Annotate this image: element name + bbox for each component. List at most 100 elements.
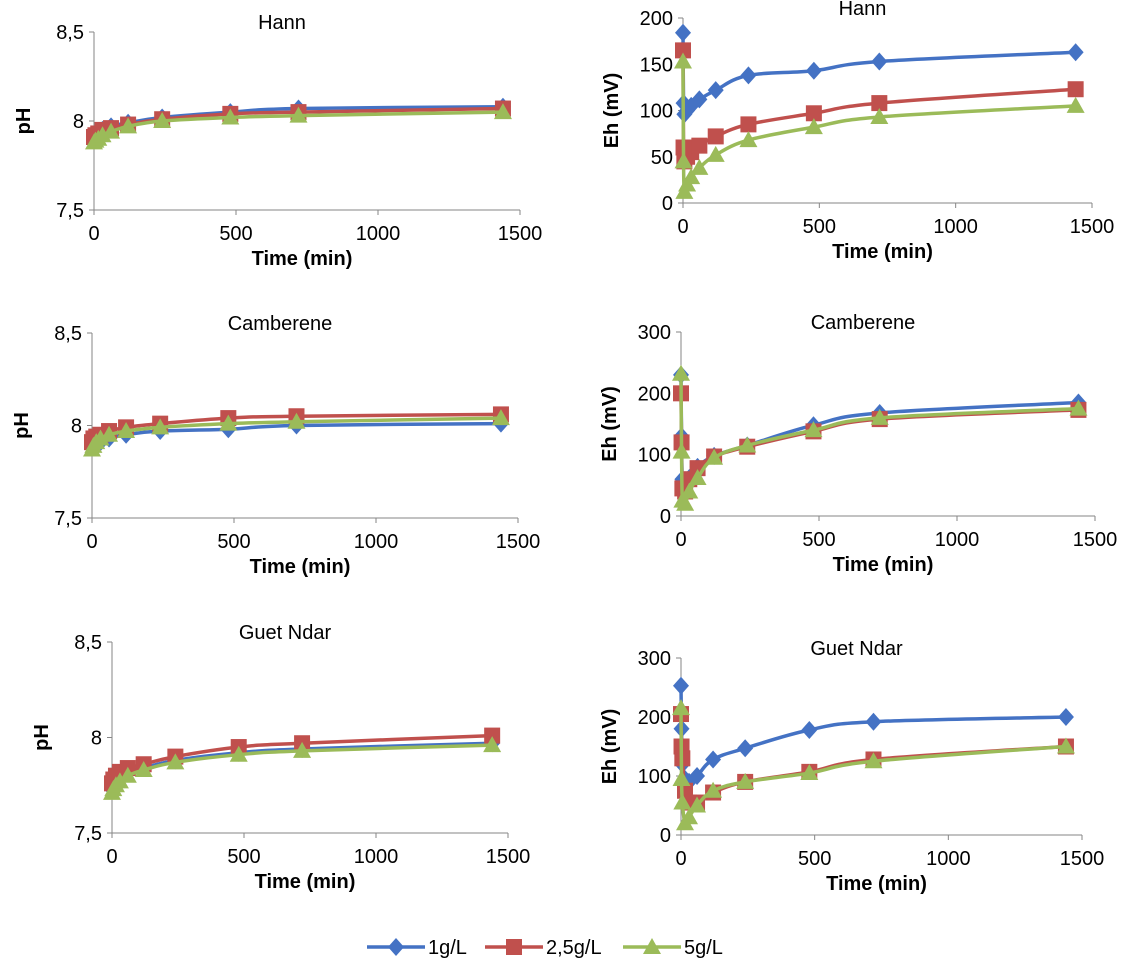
x-axis-label: Time (min) bbox=[255, 871, 356, 893]
data-point bbox=[1066, 96, 1085, 113]
y-tick-label: 0 bbox=[660, 506, 671, 528]
data-point bbox=[801, 720, 818, 739]
x-tick-label: 0 bbox=[675, 848, 686, 870]
data-point bbox=[800, 764, 819, 781]
data-point bbox=[705, 750, 722, 769]
y-tick-label: 8 bbox=[73, 111, 84, 133]
x-tick-label: 1000 bbox=[935, 529, 980, 551]
series-5g/L bbox=[83, 409, 510, 457]
x-tick-label: 1500 bbox=[1060, 848, 1105, 870]
x-tick-label: 500 bbox=[803, 216, 836, 238]
legend-label: 1g/L bbox=[428, 937, 467, 959]
data-point bbox=[1069, 399, 1088, 416]
x-tick-label: 500 bbox=[798, 848, 831, 870]
data-point bbox=[1067, 43, 1084, 62]
x-axis-label: Time (min) bbox=[833, 554, 934, 576]
data-point bbox=[672, 769, 691, 786]
series-5g/L bbox=[103, 736, 502, 800]
data-point bbox=[740, 116, 757, 133]
data-point bbox=[688, 796, 707, 813]
data-point bbox=[674, 52, 692, 69]
data-point bbox=[673, 676, 689, 695]
series-2,5g/L bbox=[104, 727, 501, 792]
data-point bbox=[739, 131, 758, 148]
data-point bbox=[689, 767, 706, 785]
x-tick-label: 500 bbox=[802, 529, 835, 551]
data-point bbox=[1057, 708, 1074, 726]
x-tick-label: 1500 bbox=[1070, 216, 1115, 238]
data-point bbox=[707, 128, 724, 145]
data-point bbox=[229, 745, 248, 762]
x-tick-label: 500 bbox=[217, 531, 250, 553]
y-axis-label: pH bbox=[31, 724, 53, 751]
data-point bbox=[675, 42, 691, 59]
x-tick-label: 500 bbox=[227, 846, 260, 868]
data-point bbox=[705, 448, 724, 465]
chart-title: Hann bbox=[258, 12, 306, 34]
y-tick-label: 200 bbox=[638, 707, 671, 729]
data-point bbox=[289, 106, 308, 123]
x-tick-label: 0 bbox=[86, 531, 97, 553]
x-axis-label: Time (min) bbox=[826, 873, 927, 895]
series-1g/L bbox=[673, 676, 1074, 791]
legend-marker bbox=[643, 938, 661, 954]
data-point bbox=[706, 145, 725, 162]
legend-label: 2,5g/L bbox=[546, 937, 602, 959]
data-point bbox=[166, 753, 185, 770]
x-tick-label: 500 bbox=[219, 223, 252, 245]
data-point bbox=[680, 808, 699, 825]
data-point bbox=[804, 421, 823, 438]
legend-label: 5g/L bbox=[684, 937, 723, 959]
chart-title: Guet Ndar bbox=[239, 622, 332, 644]
y-tick-label: 100 bbox=[638, 766, 671, 788]
x-tick-label: 1000 bbox=[933, 216, 978, 238]
y-tick-label: 7,5 bbox=[54, 508, 82, 530]
data-point bbox=[870, 408, 889, 425]
data-point bbox=[1056, 737, 1075, 754]
legend-marker bbox=[388, 938, 404, 956]
data-point bbox=[673, 793, 692, 810]
chart-title: Camberene bbox=[228, 313, 333, 335]
series-5g/L bbox=[85, 103, 512, 150]
x-tick-label: 1500 bbox=[498, 223, 543, 245]
y-tick-label: 100 bbox=[640, 101, 673, 123]
series-5g/L bbox=[674, 52, 1085, 199]
data-point bbox=[491, 409, 510, 426]
legend: 1g/L 2,5g/L 5g/L bbox=[367, 937, 723, 959]
y-axis-label: Eh (mV) bbox=[599, 709, 621, 785]
series-5g/L bbox=[672, 364, 1088, 511]
x-tick-label: 1500 bbox=[496, 531, 541, 553]
y-tick-label: 50 bbox=[651, 147, 673, 169]
legend-marker bbox=[506, 939, 522, 955]
y-tick-label: 8 bbox=[91, 728, 102, 750]
chart-title: Guet Ndar bbox=[810, 638, 903, 660]
y-tick-label: 200 bbox=[638, 383, 671, 405]
data-point bbox=[871, 95, 888, 112]
series-1g/L bbox=[673, 365, 1087, 495]
data-point bbox=[110, 772, 129, 789]
data-point bbox=[287, 412, 306, 429]
data-point bbox=[153, 112, 172, 128]
data-point bbox=[219, 414, 238, 431]
data-point bbox=[672, 442, 691, 459]
chart-panel-2: 0 500 1000 1500 0 50 100 150 200 Hann Time (min) Eh… bbox=[601, 0, 1114, 263]
data-point bbox=[864, 752, 883, 769]
chart-panel-1: 0 500 1000 1500 7,5 8 8,5 Hann Time (min) pH bbox=[13, 12, 542, 270]
legend-item-1: 1g/L bbox=[367, 937, 467, 959]
x-axis-label: Time (min) bbox=[832, 241, 933, 263]
data-point bbox=[682, 168, 701, 185]
data-point bbox=[736, 772, 755, 789]
series-5g/L bbox=[672, 699, 1075, 831]
x-tick-label: 1000 bbox=[354, 846, 399, 868]
x-tick-label: 1000 bbox=[356, 223, 401, 245]
y-tick-label: 150 bbox=[640, 54, 673, 76]
data-point bbox=[871, 52, 888, 71]
x-tick-label: 0 bbox=[677, 216, 688, 238]
chart-title: Camberene bbox=[811, 312, 916, 334]
data-point bbox=[738, 436, 757, 453]
y-tick-label: 8,5 bbox=[56, 22, 84, 44]
x-tick-label: 1000 bbox=[354, 531, 399, 553]
data-point bbox=[737, 739, 754, 758]
data-point bbox=[805, 61, 822, 80]
